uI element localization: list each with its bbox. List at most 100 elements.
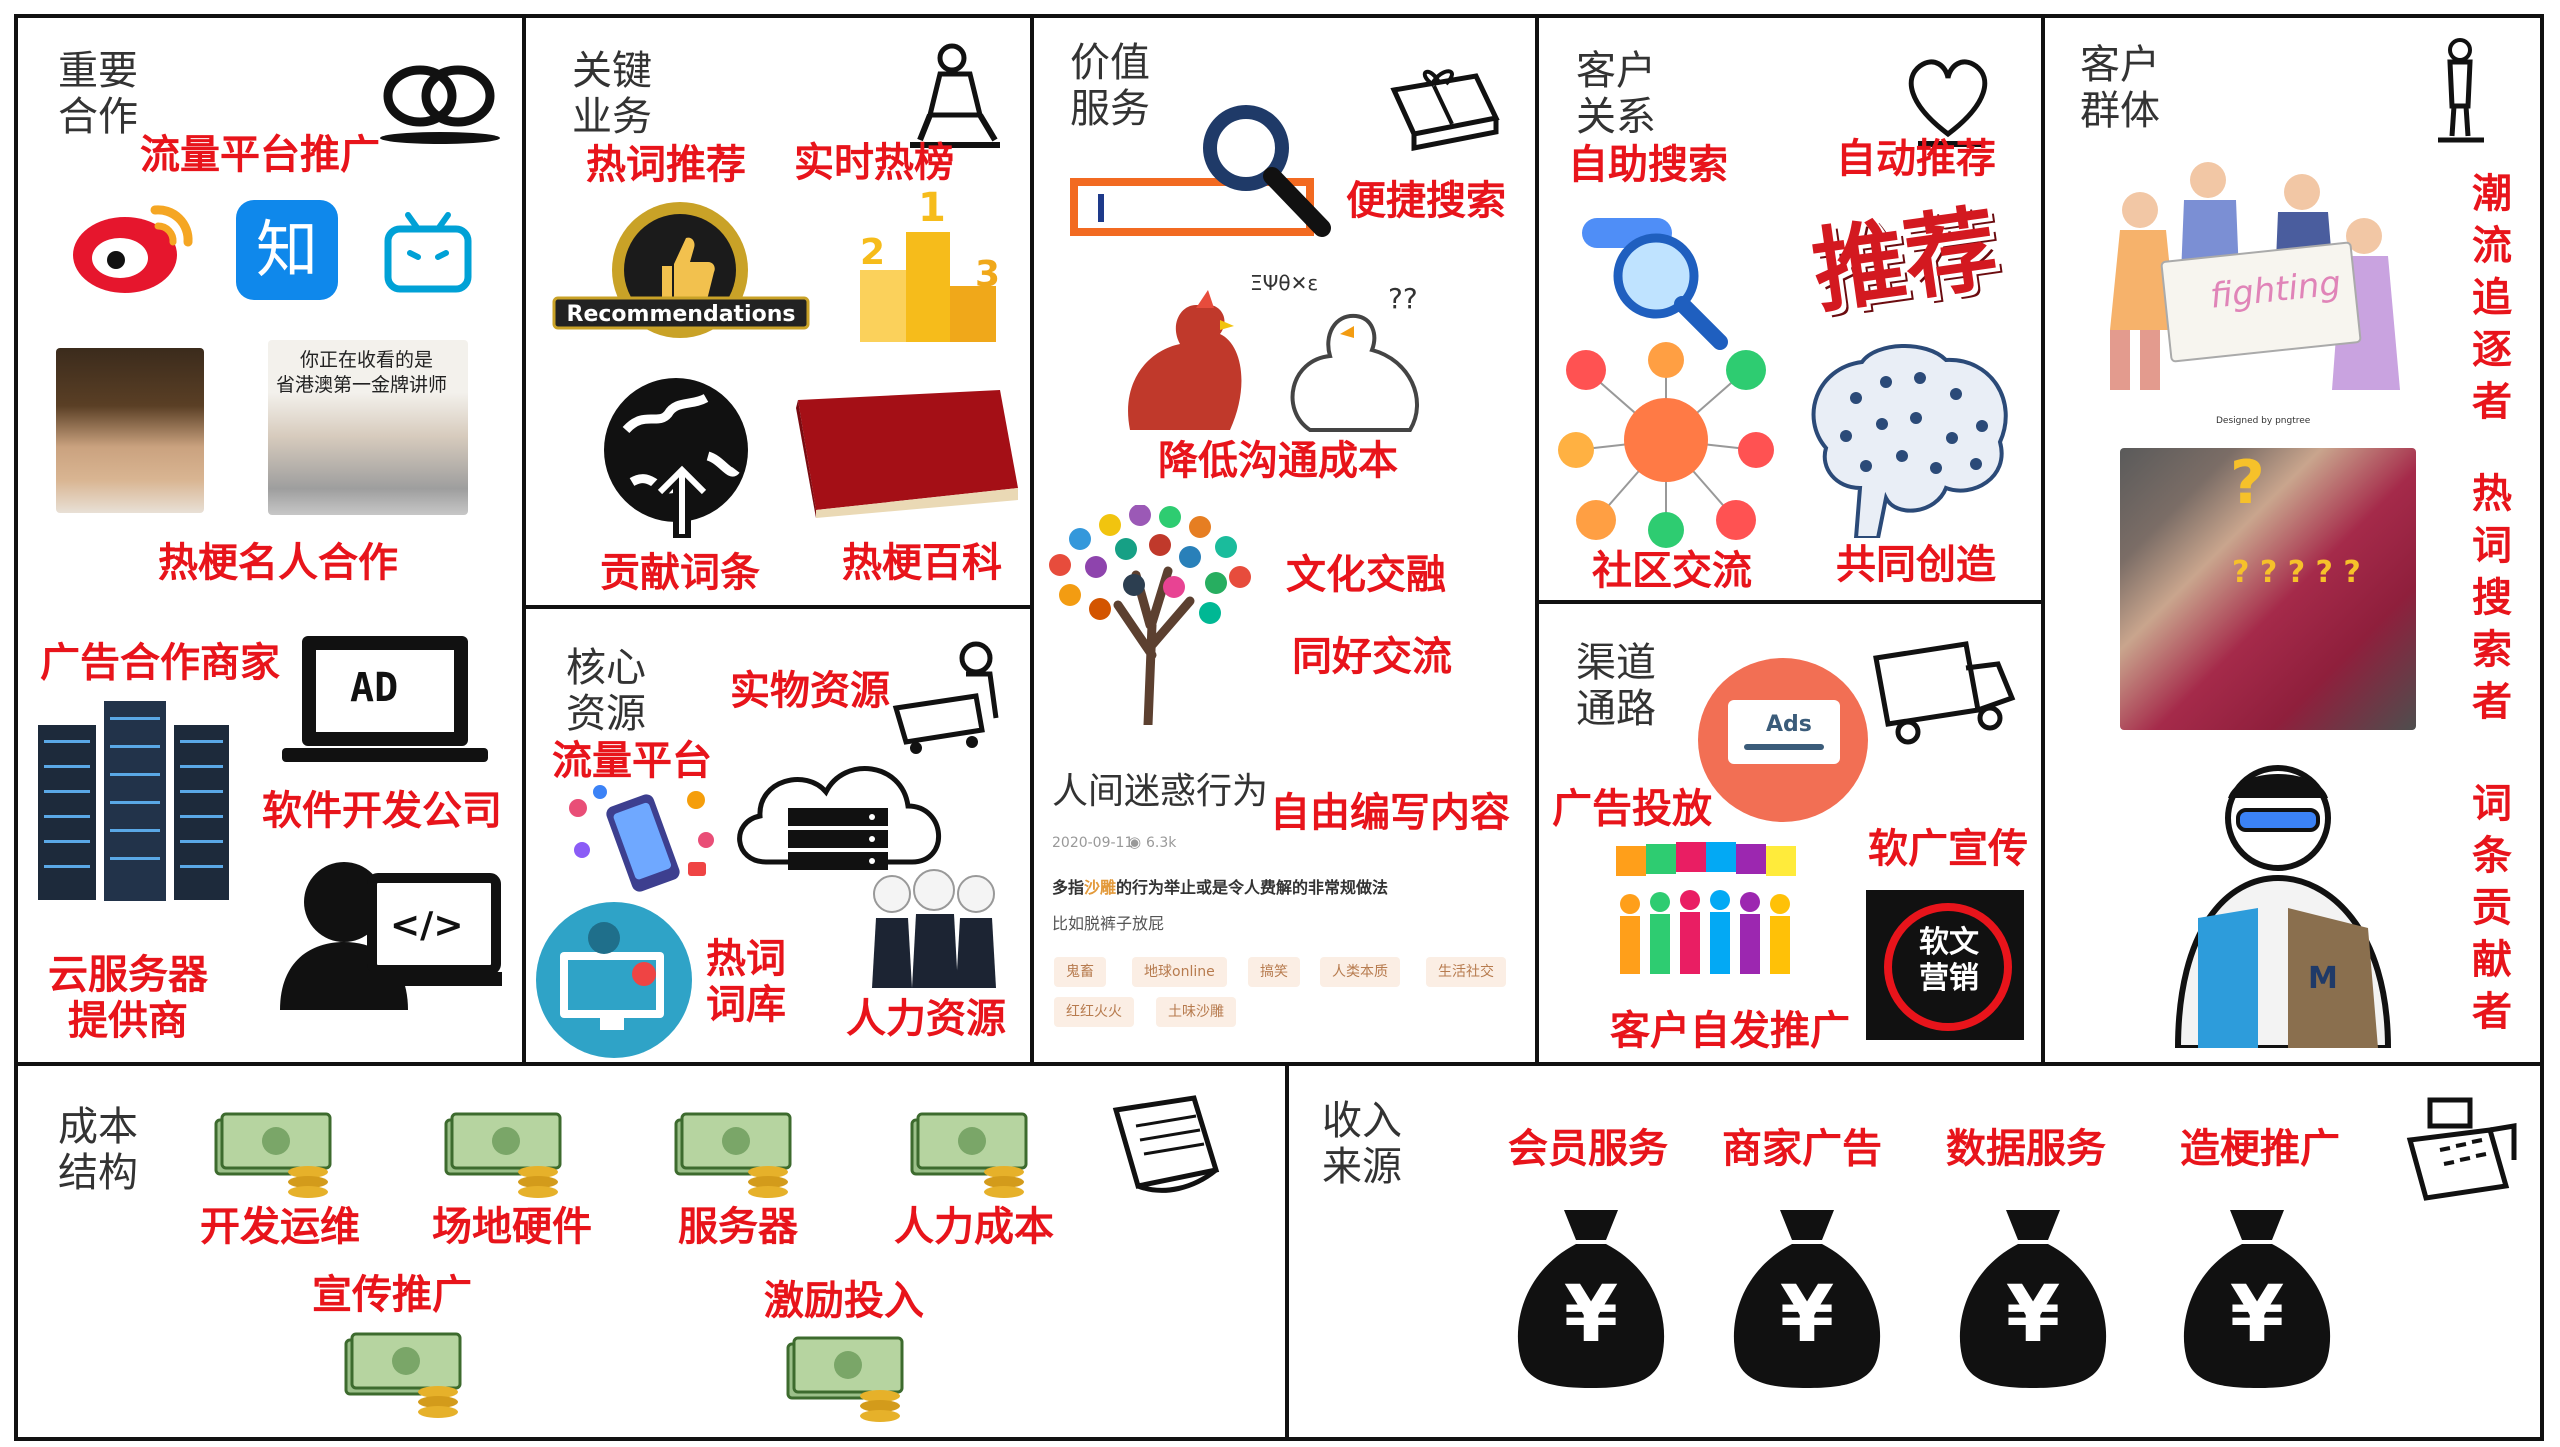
celebrity-photo-2 — [268, 340, 468, 515]
gear-monitor-icon — [536, 902, 692, 1058]
money-stack-icon — [786, 1336, 904, 1422]
tag-chip[interactable]: 搞笑 — [1248, 957, 1300, 987]
label-ad-placement: 广告投放 — [1552, 785, 1712, 832]
divider — [522, 605, 1034, 609]
truck-icon — [1873, 641, 2016, 745]
entry-card-title: 人间迷惑行为 — [1052, 771, 1269, 812]
zhihu-glyph: 知 — [255, 213, 318, 286]
divider — [522, 14, 526, 1066]
yuan-symbol: ¥ — [1563, 1270, 1619, 1360]
money-stack-icon — [910, 1112, 1028, 1198]
search-bar-icon — [1070, 105, 1331, 237]
heart-icon — [1908, 59, 1988, 147]
cloud-server-icon — [737, 766, 941, 870]
money-stack-icon — [214, 1112, 332, 1198]
rings-icon — [380, 65, 500, 144]
entry-desc-highlight: 沙雕 — [1084, 878, 1117, 897]
label-soft-ads: 软广宣传 — [1868, 825, 2028, 872]
label-traffic-platform: 流量平台 — [552, 737, 712, 784]
podium-first: 1 — [918, 185, 946, 231]
photo-caption-line1: 你正在收看的是 — [300, 349, 434, 371]
gift-box-icon — [1390, 69, 1500, 151]
value-title: 价值 服务 — [1070, 40, 1150, 132]
label-physical-resources: 实物资源 — [730, 667, 890, 714]
svg-text:M: M — [2308, 961, 2338, 996]
photo-caption-line2: 省港澳第一金牌讲师 — [276, 374, 448, 396]
chicken-duck-icon: ΞΨθ✕ε ?? — [1128, 271, 1420, 432]
label-hotword-searchers: 热词搜索者 — [2472, 470, 2512, 725]
standing-person-icon — [2438, 38, 2484, 143]
divider — [14, 1062, 2544, 1066]
badge-text: Recommendations — [566, 302, 796, 327]
cash-register-icon — [2406, 1097, 2517, 1201]
label-membership: 会员服务 — [1508, 1125, 1668, 1172]
label-co-create: 共同创造 — [1836, 541, 1996, 588]
divider — [2041, 14, 2045, 1066]
designed-by-text: Designed by pngtree — [2216, 416, 2311, 426]
yuan-symbol: ¥ — [2005, 1270, 2061, 1360]
canvas-frame — [14, 14, 2544, 1441]
entry-card-views: 6.3k — [1146, 835, 1177, 851]
label-merchant-ads: 商家广告 — [1722, 1125, 1882, 1172]
money-stack-icon — [344, 1332, 462, 1418]
label-cloud-server: 云服务器 — [48, 951, 208, 998]
ads-slider — [1744, 744, 1824, 750]
activities-title: 关键 业务 — [572, 48, 652, 140]
label-hotword-recommend: 热词推荐 — [586, 141, 746, 188]
podium-second: 2 — [860, 232, 886, 273]
label-free-edit: 自由编写内容 — [1270, 789, 1510, 836]
community-network-icon — [1558, 342, 1774, 548]
search-magnifier-icon — [1582, 218, 1728, 350]
bilibili-icon — [384, 212, 472, 293]
tag-chip[interactable]: 鬼畜 — [1054, 957, 1106, 987]
thumbs-up-badge-icon — [552, 202, 810, 338]
relationships-title: 客户 关系 — [1576, 48, 1656, 140]
money-bag-icon — [1733, 1210, 1881, 1388]
label-labor-cost: 人力成本 — [894, 1203, 1054, 1250]
label-realtime-rank: 实时热榜 — [794, 139, 954, 186]
label-promotion: 宣传推广 — [312, 1271, 472, 1318]
label-hotwords: 热词 — [706, 935, 786, 982]
label-self-search: 自助搜索 — [1568, 141, 1728, 188]
tag-chip[interactable]: 生活社交 — [1426, 957, 1506, 987]
svg-text:ΞΨθ✕ε: ΞΨθ✕ε — [1250, 271, 1318, 295]
entry-card-date: 2020-09-11 — [1052, 835, 1134, 851]
label-meme-wiki: 热梗百科 — [842, 539, 1002, 586]
label-culture-blend: 文化交融 — [1286, 551, 1446, 598]
tag-chip[interactable]: 人类本质 — [1320, 957, 1400, 987]
money-bag-icon — [1517, 1210, 1665, 1388]
revenue-title: 收入 来源 — [1322, 1098, 1402, 1190]
label-peer-exchange: 同好交流 — [1292, 633, 1452, 680]
eye-icon: ◉ — [1128, 833, 1142, 851]
celebrity-photo-1 — [56, 348, 204, 513]
social-phone-icon — [569, 785, 714, 892]
tag-chip[interactable]: 土味沙雕 — [1156, 997, 1236, 1027]
tag-chip[interactable]: 地球online — [1132, 957, 1227, 987]
yuan-symbol: ¥ — [1779, 1270, 1835, 1360]
receipt-icon — [1112, 1095, 1220, 1193]
confused-lady-photo — [2120, 448, 2416, 730]
tag-chip[interactable]: 红红火火 — [1054, 997, 1134, 1027]
divider — [1535, 600, 2045, 604]
brain-network-icon — [1811, 343, 2008, 538]
label-cloud-provider: 提供商 — [68, 997, 188, 1044]
partners-title: 重要 合作 — [58, 48, 138, 140]
people-puzzle-icon — [1616, 842, 1796, 974]
ad-label: AD — [350, 665, 399, 711]
money-bag-icon — [1959, 1210, 2107, 1388]
label-celebrity-coop: 热梗名人合作 — [158, 539, 398, 586]
encyclopedia-book-icon — [796, 390, 1018, 518]
question-mark-big: ? — [2230, 448, 2265, 518]
fighting-group-illustration — [2110, 162, 2400, 390]
cost-title: 成本 结构 — [58, 1104, 138, 1196]
label-incentives: 激励投入 — [764, 1277, 924, 1324]
people-tree-icon — [1049, 505, 1251, 725]
cart-icon — [892, 641, 999, 754]
entry-desc-pre: 多指 — [1052, 878, 1085, 897]
money-stack-icon — [444, 1112, 562, 1198]
weibo-icon — [73, 205, 193, 293]
zhihu-icon — [236, 200, 338, 300]
label-trend-chasers: 潮流追逐者 — [2472, 170, 2512, 425]
label-meme-promotion: 造梗推广 — [2180, 1125, 2340, 1172]
